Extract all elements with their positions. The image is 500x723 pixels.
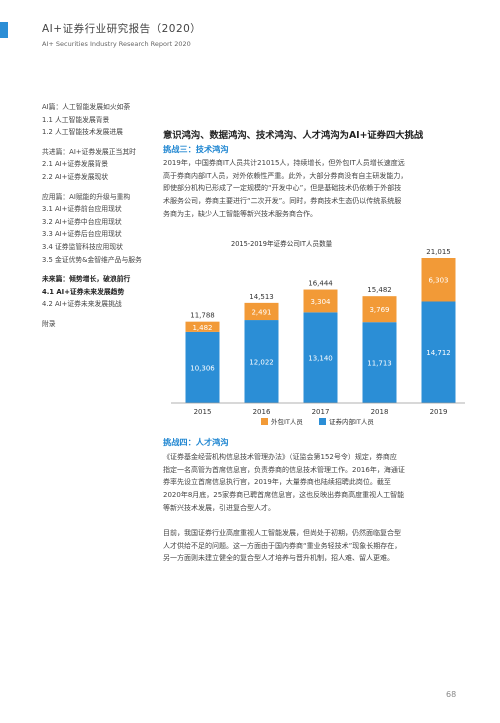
bar-outsourced-it-2018: [362, 296, 397, 323]
data-label-internal: 12,022: [249, 359, 274, 367]
x-tick-label: 2016: [253, 408, 271, 416]
section4-paragraph-1: 《证券基金经营机构信息技术管理办法》（证监会第152号令）规定，券商应 指定一名高…: [163, 451, 463, 515]
toc-item[interactable]: 1.2 人工智能技术发展进展: [42, 128, 123, 137]
legend-label-outsourced: 外包IT人员: [271, 417, 303, 426]
report-title: AI+证券行业研究报告（2020）: [42, 23, 202, 35]
data-label-outsourced: 1,482: [192, 324, 212, 332]
toc-item[interactable]: 3.3 AI+证券后台应用现状: [42, 230, 122, 239]
data-label-outsourced: 6,303: [428, 277, 448, 285]
section4-heading: 挑战四：人才鸿沟: [163, 437, 229, 447]
x-tick-label: 2017: [312, 408, 330, 416]
toc-item[interactable]: 2.2 AI+证券发展现状: [42, 172, 109, 181]
text-line: 务商为主，缺少人工智能等新兴技术服务商合作。: [163, 209, 317, 218]
text-line: 指定一名高管为首席信息官，负责券商的信息技术管理工作。2016年，海通证: [163, 465, 405, 474]
toc-item[interactable]: 应用篇：AI赋能的升级与重构: [42, 192, 131, 201]
data-label-internal: 10,306: [190, 364, 215, 372]
text-line: 《证券基金经营机构信息技术管理办法》（证监会第152号令）规定，券商应: [163, 453, 397, 461]
toc-item[interactable]: 4.2 AI+证券未来发展挑战: [42, 300, 122, 309]
data-label-total: 16,444: [308, 280, 333, 288]
toc-item[interactable]: 3.4 证券监管科技应用现状: [42, 242, 123, 251]
bar-internal-it-2015: [185, 331, 220, 403]
text-line: 2020年8月底，25家券商已聘首席信息官，这也反映出券商高度重视人工智能: [163, 491, 405, 500]
data-label-total: 11,788: [190, 312, 215, 320]
legend-swatch-internal: [319, 418, 326, 425]
toc-item[interactable]: 3.5 金证优势&金智维产品与服务: [42, 255, 142, 264]
data-label-outsourced: 3,769: [369, 306, 389, 314]
x-tick-label: 2018: [371, 408, 389, 416]
text-line: 即使部分机构已形成了一定规模的“开发中心”，但是基础技术仍依赖于外部技: [163, 184, 402, 193]
chart-title: 2015-2019年证券公司IT人员数量: [231, 240, 333, 248]
legend-label-internal: 证券内部IT人员: [329, 417, 374, 426]
legend-swatch-outsourced: [261, 418, 268, 425]
it-staff-stacked-bar-chart: 10,306 1,482 11,788 2015 12,022 2,491 14,513 20…: [171, 248, 465, 426]
header-accent-bar: [0, 22, 8, 38]
bar-internal-it-2017: [303, 312, 338, 403]
data-label-internal: 13,140: [308, 355, 333, 363]
toc-item[interactable]: 附录: [42, 319, 56, 328]
bar-outsourced-it-2017: [303, 289, 338, 313]
toc-item[interactable]: 3.2 AI+证券中台应用现状: [42, 217, 122, 226]
bar-outsourced-it-2016: [244, 302, 279, 321]
data-label-total: 15,482: [367, 286, 392, 294]
page-number: 68: [446, 690, 457, 699]
text-line: 另一方面则未建立健全的复合型人才培养与晋升机制，招人难、留人更难。: [163, 554, 394, 563]
data-label-total: 21,015: [426, 248, 451, 256]
text-line: 目前，我国证券行业高度重视人工智能发展，但尚处于初期，仍然面临复合型: [163, 529, 401, 537]
toc-item[interactable]: 未来篇：倾势增长，破浪前行: [42, 275, 131, 284]
toc-item[interactable]: 4.1 AI+证券未来发展趋势: [42, 287, 125, 296]
section3-paragraph: 2019年，中国券商IT人员共计21015人，持续增长，但外包IT人员增长速度远…: [163, 157, 463, 221]
text-line: 术服务公司，券商主要进行“二次开发”。同时，券商技术生态仍以传统系统服: [163, 197, 402, 206]
toc-item[interactable]: 2.1 AI+证券发展背景: [42, 160, 109, 169]
text-line: 等新兴技术发展，引进复合型人才。: [163, 503, 275, 512]
text-line: 2019年，中国券商IT人员共计21015人，持续增长，但外包IT人员增长速度远: [163, 159, 405, 167]
toc-item[interactable]: 3.1 AI+证券前台应用现状: [42, 205, 122, 214]
bar-outsourced-it-2015: [185, 321, 220, 332]
bar-internal-it-2018: [362, 322, 397, 403]
section4-paragraph-2: 目前，我国证券行业高度重视人工智能发展，但尚处于初期，仍然面临复合型 人才供给不足…: [163, 527, 463, 565]
data-label-internal: 11,713: [367, 360, 392, 368]
section3-heading: 挑战三：技术鸿沟: [163, 144, 229, 154]
x-tick-label: 2019: [430, 408, 448, 416]
main-heading: 意识鸿沟、数据鸿沟、技术鸿沟、人才鸿沟为AI+证券四大挑战: [163, 130, 424, 141]
data-label-outsourced: 3,304: [310, 298, 331, 306]
data-label-internal: 14,712: [426, 349, 451, 357]
bar-outsourced-it-2019: [421, 258, 456, 302]
toc-item[interactable]: 共进篇：AI+证券发展正当其时: [42, 147, 136, 156]
x-tick-label: 2015: [194, 408, 212, 416]
text-line: 券率先设立首席信息执行官，2019年，大量券商也陆续招聘此岗位。截至: [163, 478, 391, 487]
data-label-outsourced: 2,491: [251, 308, 271, 316]
bar-internal-it-2019: [421, 301, 456, 403]
report-subtitle: AI+ Securities Industry Research Report …: [42, 40, 191, 48]
text-line: 高于券商内部IT人员，对外依赖性严重。此外，大部分券商没有自主研发能力，: [163, 171, 408, 180]
toc-item[interactable]: AI篇：人工智能发展如火如荼: [42, 103, 131, 111]
data-label-total: 14,513: [249, 293, 274, 301]
toc-item[interactable]: 1.1 人工智能发展背景: [42, 115, 110, 124]
table-of-contents: AI篇：人工智能发展如火如荼 1.1 人工智能发展背景 1.2 人工智能技术发展进展…: [42, 101, 170, 331]
bar-internal-it-2016: [244, 320, 279, 403]
text-line: 人才供给不足的问题。这一方面由于国内券商“重业务轻技术”现象长期存在，: [163, 541, 402, 550]
